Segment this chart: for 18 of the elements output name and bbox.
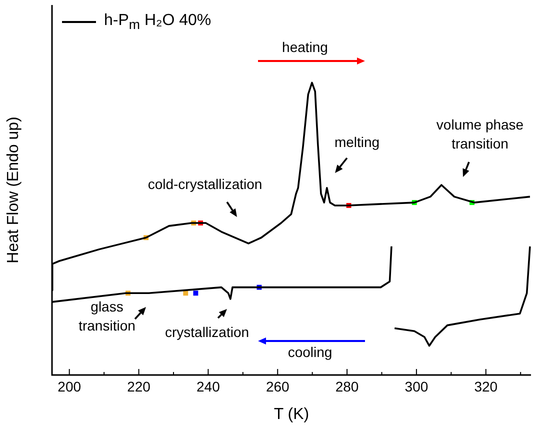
annotation: cold-crystallization bbox=[148, 176, 262, 192]
annotation: melting bbox=[334, 134, 380, 150]
x-tick-label: 200 bbox=[58, 378, 82, 394]
annotation: crystallization bbox=[164, 324, 250, 340]
x-tick-label: 260 bbox=[266, 378, 290, 394]
x-tick-label: 300 bbox=[404, 378, 428, 394]
annotation: volume phase transition bbox=[436, 116, 524, 152]
legend-label: h-P$_{m}$ H₂O 40% bbox=[104, 12, 212, 32]
y-axis-title: Heat Flow (Endo up) bbox=[5, 116, 22, 264]
x-axis-title: T (K) bbox=[274, 406, 310, 423]
point bbox=[193, 290, 198, 296]
x-tick-label: 320 bbox=[474, 378, 498, 394]
annotation: cooling bbox=[288, 344, 332, 360]
x-tick-label: 220 bbox=[127, 378, 151, 394]
text: heating bbox=[282, 38, 328, 55]
x-tick-label: 240 bbox=[196, 378, 220, 394]
annotation: glass transition bbox=[78, 298, 136, 334]
x-tick-label: 280 bbox=[335, 378, 359, 394]
